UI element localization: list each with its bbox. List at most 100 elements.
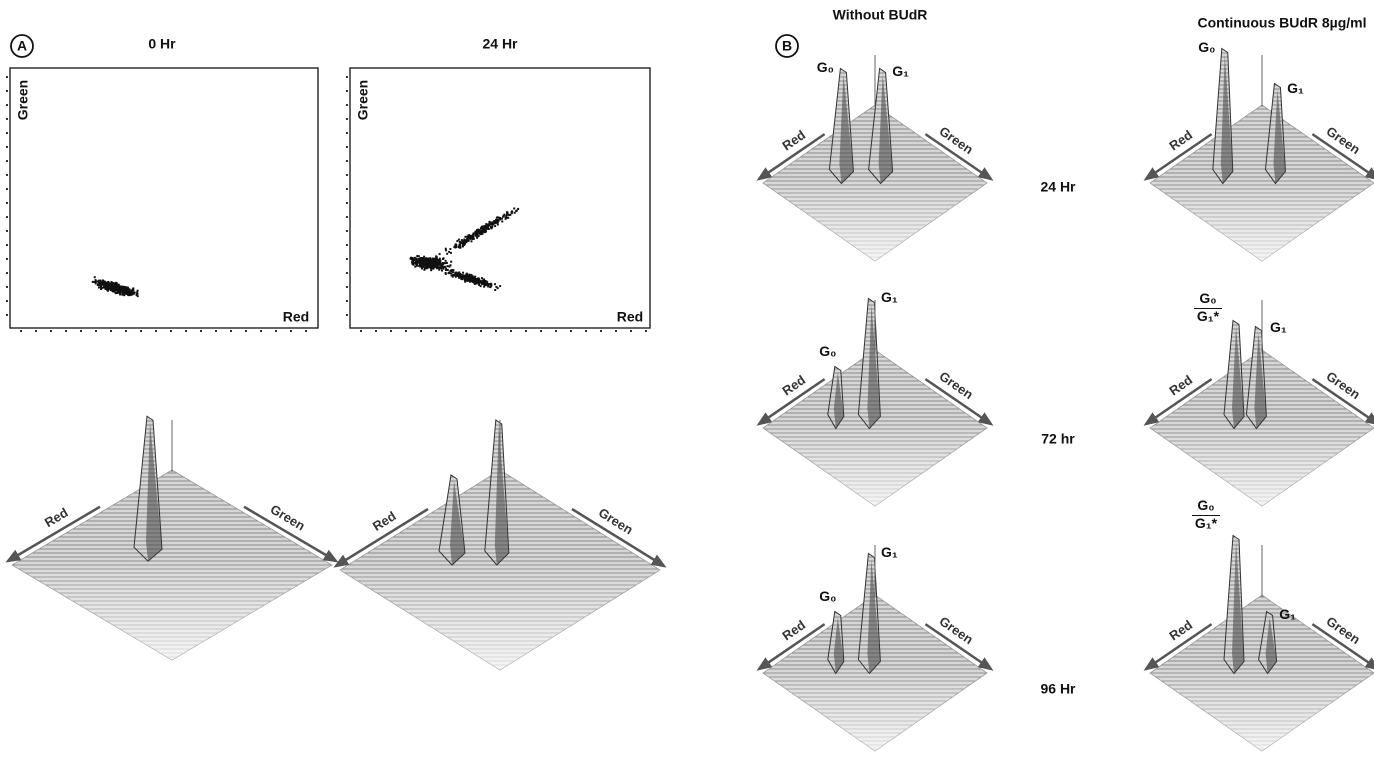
scatter-dot [452,271,454,273]
scatter-dot [490,283,492,285]
frame-tick [6,118,8,120]
scatter-dot [118,284,120,286]
peak-label: G₁* [1195,515,1218,531]
scatter-dot [445,272,447,274]
scatter-dot [119,293,121,295]
scatter-dot [480,281,482,283]
frame-tick [346,216,348,218]
scatter-dot [445,260,447,262]
frame-tick [50,330,52,332]
frame-tick [260,330,262,332]
scatter-dot [427,261,429,263]
scatter-dot [104,288,106,290]
scatter-dot [416,264,418,266]
scatter-dot [501,218,503,220]
frame-tick [555,330,557,332]
scatter-dot [470,240,472,242]
scatter-dot [490,285,492,287]
scatter-dot [487,283,489,285]
frame-tick [585,330,587,332]
scatter-dot [439,258,441,260]
scatter-dot [484,229,486,231]
frame-tick [6,90,8,92]
scatter-dot [509,214,511,216]
scatter-dot [121,294,123,296]
scatter-dot [436,262,438,264]
scatter-dot [447,269,449,271]
frame-tick [200,330,202,332]
frame-tick [6,104,8,106]
scatter-dot [468,276,470,278]
frame-tick [6,174,8,176]
scatter-dot [435,255,437,257]
frame-tick [346,146,348,148]
scatter-dot [455,243,457,245]
frame-tick [6,314,8,316]
row-label: 96 Hr [1040,681,1076,697]
scatter-dot [449,270,451,272]
panel-label: B [782,38,792,54]
frame-tick [480,330,482,332]
frame-tick [20,330,22,332]
scatter-dot [432,268,434,270]
frame-tick [6,76,8,78]
scatter-dot [505,216,507,218]
frame-tick [346,286,348,288]
scatter-dot [461,242,463,244]
scatter-dot [116,287,118,289]
scatter-dot [442,258,444,260]
frame-tick [630,330,632,332]
scatter-dot [492,221,494,223]
frame-tick [215,330,217,332]
frame-tick [275,330,277,332]
scatter-dot [423,256,425,258]
scatter-dot [458,276,460,278]
figure: A 0 Hr 24 Hr Green Red Green Red B Witho… [0,0,1374,772]
scatter-dot [450,272,452,274]
frame-tick [346,202,348,204]
row-label: 72 hr [1041,431,1075,447]
scatter-dot [445,269,447,271]
scatter-dot [422,263,424,265]
scatter-dot [114,284,116,286]
scatter-dot [462,243,464,245]
frame-tick [35,330,37,332]
scatter-dot [460,275,462,277]
scatter-dot [416,257,418,259]
frame-tick [600,330,602,332]
frame-tick [645,330,647,332]
scatter-dot [501,220,503,222]
scatter-dot [423,269,425,271]
frame-tick [346,188,348,190]
scatter-dot [107,281,109,283]
scatter-dot [464,277,466,279]
scatter-dot [96,280,98,282]
peak-label: G₁ [1279,606,1296,622]
scatter-dot [448,251,450,253]
scatter-dot [483,286,485,288]
scatter-dot [494,283,496,285]
scatter-dot [438,262,440,264]
scatter-dot [472,275,474,277]
scatter-dot [117,289,119,291]
x-axis-label: Red [283,309,309,325]
scatter-dot [476,237,478,239]
frame-tick [346,104,348,106]
scatter-dot [462,272,464,274]
frame-tick [510,330,512,332]
scatter-dot [137,290,139,292]
scatter-dot [496,221,498,223]
scatter-dot [119,289,121,291]
plots: RedGreenRedGreenRedGreenG₀G₁RedGreenG₀G₁… [6,39,1374,751]
scatter-dot [97,284,99,286]
scatter-dot [420,261,422,263]
scatter-dot [496,217,498,219]
frame-tick [6,244,8,246]
scatter-dot [411,261,413,263]
x-axis-label: Red [617,309,643,325]
scatter-dot [105,285,107,287]
scatter-dot [464,236,466,238]
scatter-dot [452,276,454,278]
scatter-dot [459,241,461,243]
scatter-dot [483,226,485,228]
